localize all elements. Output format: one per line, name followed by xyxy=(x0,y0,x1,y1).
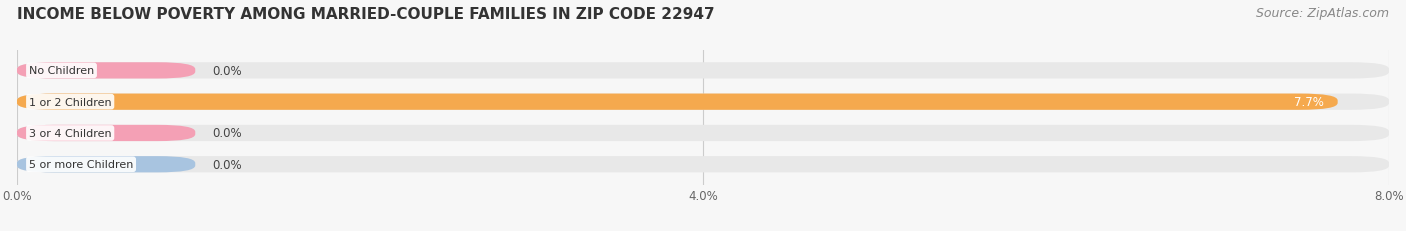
Text: No Children: No Children xyxy=(30,66,94,76)
FancyBboxPatch shape xyxy=(17,63,1389,79)
Text: 0.0%: 0.0% xyxy=(212,158,242,171)
FancyBboxPatch shape xyxy=(17,125,1389,142)
Text: Source: ZipAtlas.com: Source: ZipAtlas.com xyxy=(1256,7,1389,20)
FancyBboxPatch shape xyxy=(17,94,1337,110)
Text: 1 or 2 Children: 1 or 2 Children xyxy=(30,97,111,107)
FancyBboxPatch shape xyxy=(17,94,1389,110)
Text: 5 or more Children: 5 or more Children xyxy=(30,160,134,170)
FancyBboxPatch shape xyxy=(17,156,195,173)
Text: 3 or 4 Children: 3 or 4 Children xyxy=(30,128,111,138)
Text: 0.0%: 0.0% xyxy=(212,127,242,140)
Text: INCOME BELOW POVERTY AMONG MARRIED-COUPLE FAMILIES IN ZIP CODE 22947: INCOME BELOW POVERTY AMONG MARRIED-COUPL… xyxy=(17,7,714,22)
FancyBboxPatch shape xyxy=(17,63,195,79)
Text: 0.0%: 0.0% xyxy=(212,65,242,78)
FancyBboxPatch shape xyxy=(17,125,195,142)
FancyBboxPatch shape xyxy=(17,156,1389,173)
Text: 7.7%: 7.7% xyxy=(1294,96,1324,109)
